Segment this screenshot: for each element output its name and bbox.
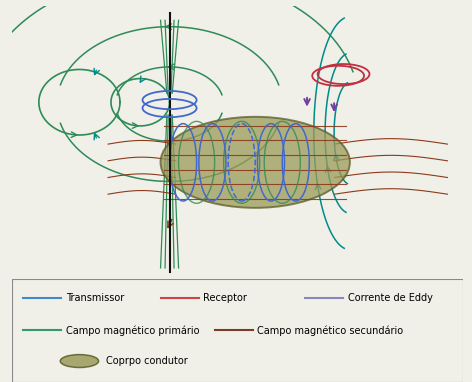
Text: Receptor: Receptor (203, 293, 247, 303)
Text: Campo magnético primário: Campo magnético primário (66, 325, 199, 336)
Ellipse shape (60, 354, 99, 367)
Text: Transmissor: Transmissor (66, 293, 124, 303)
Ellipse shape (160, 117, 350, 208)
Text: Campo magnético secundário: Campo magnético secundário (257, 325, 404, 336)
Text: Corrente de Eddy: Corrente de Eddy (347, 293, 432, 303)
Text: Coprpo condutor: Coprpo condutor (107, 356, 188, 366)
